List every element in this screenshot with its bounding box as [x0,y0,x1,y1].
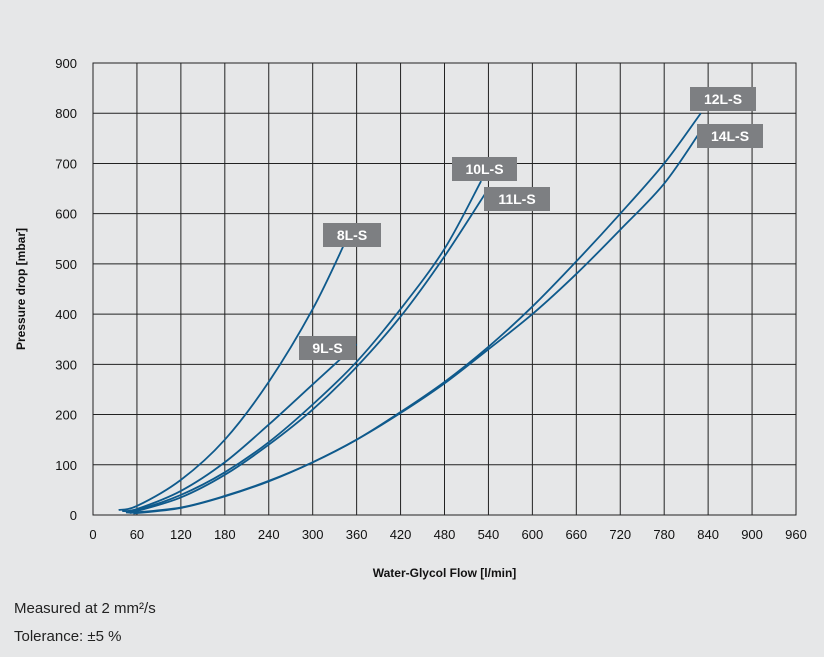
x-tick-label: 900 [741,527,763,542]
y-tick-label: 500 [55,257,77,272]
curves [118,112,702,515]
curve-label-box [697,124,763,148]
curve-label-text: 9L-S [312,340,342,356]
x-tick-label: 360 [346,527,368,542]
curve-label-9l-s: 9L-S [299,336,356,360]
x-axis-label: Water-Glycol Flow [l/min] [373,566,517,580]
curve-label-10l-s: 10L-S [452,157,517,181]
pressure-drop-chart: 8L-S 9L-S 10L-S 11L-S 12L-S 14L-S 0 60 120 180 24… [14,56,807,580]
curve-label-text: 12L-S [704,91,742,107]
tick-labels: 0 60 120 180 240 300 360 420 480 540 600 660 720 780 8… [55,56,807,542]
x-tick-label: 480 [434,527,456,542]
series-line-8l-s [118,240,347,511]
y-tick-label: 700 [55,156,77,171]
curve-label-text: 8L-S [337,227,367,243]
curve-label-box [452,157,517,181]
y-tick-label: 800 [55,106,77,121]
series-line-10l-s [122,180,482,513]
x-tick-label: 780 [653,527,675,542]
curve-label-text: 10L-S [465,161,503,177]
curve-label-11l-s: 11L-S [484,187,550,211]
x-tick-label: 960 [785,527,807,542]
y-tick-label: 100 [55,458,77,473]
y-axis-label: Pressure drop [mbar] [14,228,28,350]
curve-labels: 8L-S 9L-S 10L-S 11L-S 12L-S 14L-S [299,87,763,360]
series-line-9l-s [122,343,358,513]
curve-label-text: 11L-S [498,191,535,207]
curve-label-box [484,187,550,211]
curve-label-text: 14L-S [711,128,749,144]
x-tick-label: 420 [390,527,412,542]
plot-frame [92,62,797,516]
y-tick-label: 200 [55,408,77,423]
x-tick-label: 60 [130,527,144,542]
x-tick-label: 600 [522,527,544,542]
series-line-14l-s [133,130,702,515]
curve-label-box [323,223,381,247]
x-tick-label: 540 [478,527,500,542]
x-tick-label: 720 [609,527,631,542]
x-tick-label: 300 [302,527,324,542]
x-tick-label: 660 [565,527,587,542]
x-tick-label: 0 [89,527,96,542]
series-line-11l-s [125,188,490,514]
x-tick-label: 120 [170,527,192,542]
x-tick-label: 840 [697,527,719,542]
curve-label-14l-s: 14L-S [697,124,763,148]
measurement-note: Measured at 2 mm²/s [14,600,156,617]
x-tick-label: 240 [258,527,280,542]
curve-label-8l-s: 8L-S [323,223,381,247]
x-tick-label: 180 [214,527,236,542]
y-tick-label: 400 [55,307,77,322]
y-tick-label: 600 [55,207,77,222]
series-line-12l-s [129,112,702,514]
y-tick-label: 900 [55,56,77,71]
y-tick-label: 0 [70,508,77,523]
y-tick-label: 300 [55,357,77,372]
tolerance-note: Tolerance: ±5 % [14,628,122,645]
curve-label-box [690,87,756,111]
grid [93,63,796,515]
curve-label-box [299,336,356,360]
curve-label-12l-s: 12L-S [690,87,756,111]
